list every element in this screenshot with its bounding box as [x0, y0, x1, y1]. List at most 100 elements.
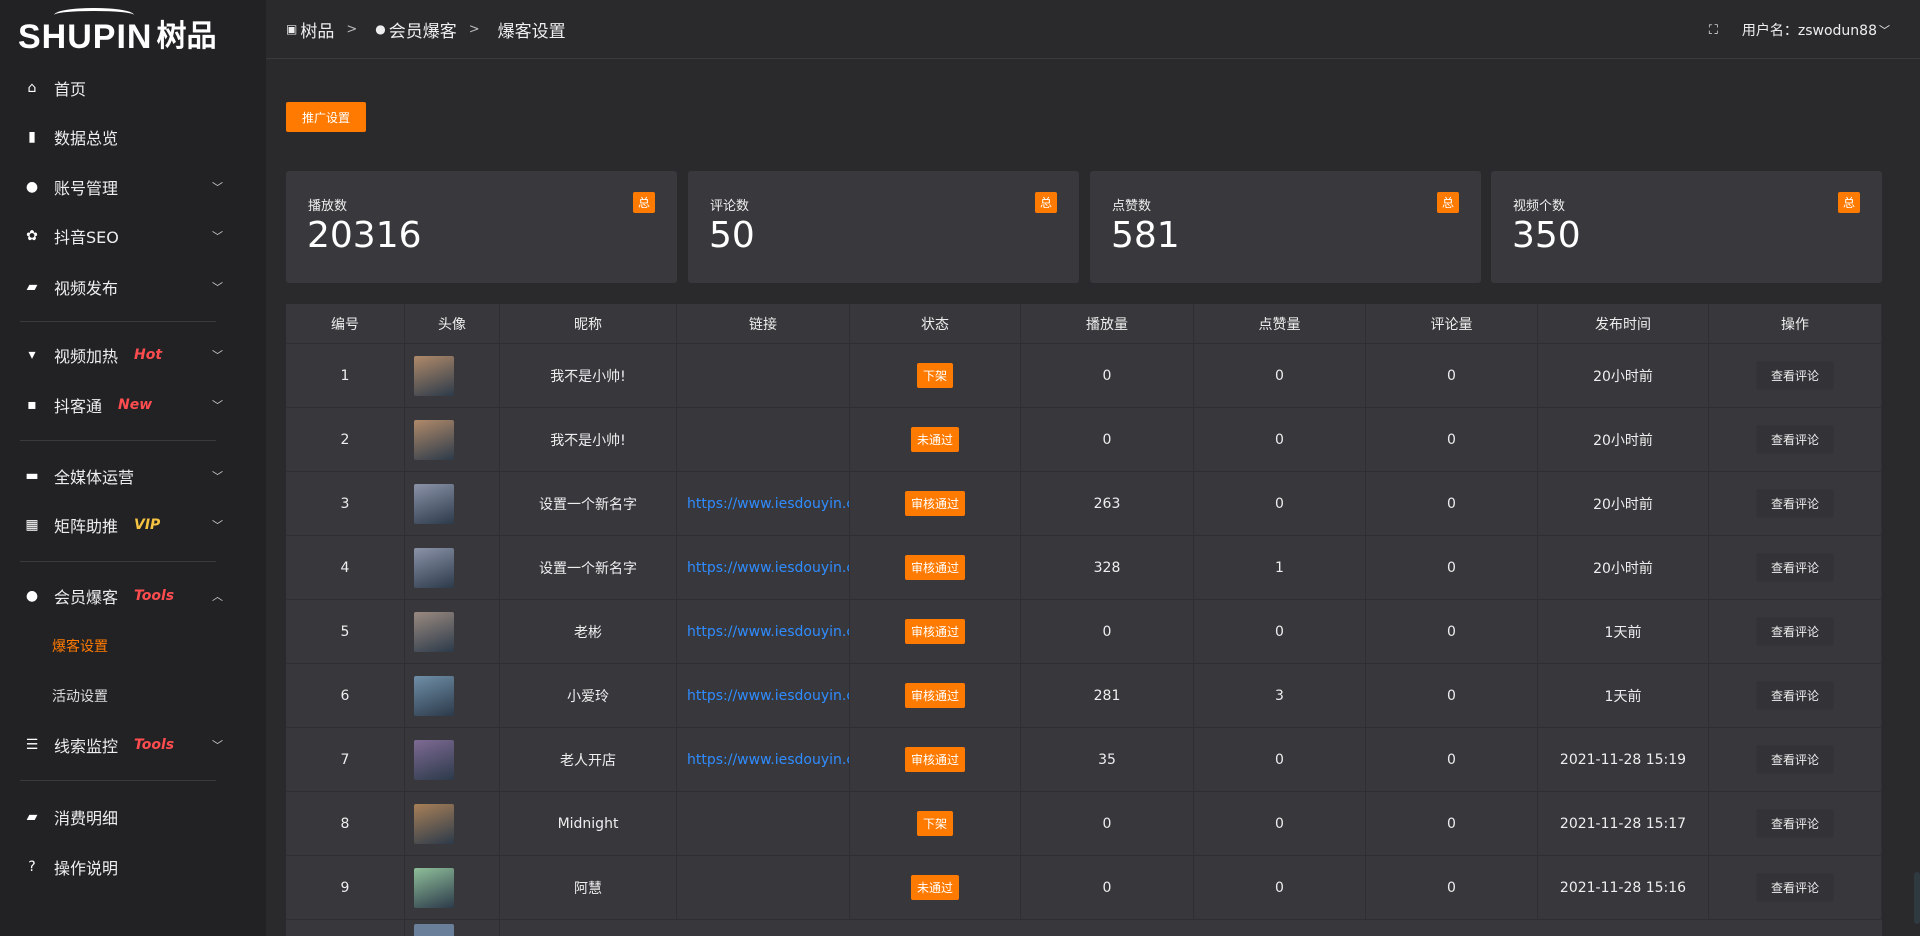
cell-likes: 0 [1194, 344, 1366, 407]
video-link[interactable] [677, 344, 850, 407]
chevron-down-icon[interactable]: ﹀ [212, 181, 223, 194]
cell-comments: 0 [1366, 344, 1538, 407]
cell-status: 审核通过 [850, 536, 1021, 599]
cell-nickname: 老彬 [500, 600, 677, 663]
column-header[interactable]: 播放量 [1021, 304, 1194, 343]
avatar [414, 611, 454, 652]
sidebar-item-tag: Hot [134, 347, 163, 363]
table-row: 7 老人开店 https://www.iesdouyin.c 审核通过 35 0… [286, 728, 1882, 792]
status-badge: 审核通过 [904, 491, 965, 516]
sidebar-item-9[interactable]: ● 会员爆客 Tools ︿ [0, 576, 266, 616]
cell-nickname: 阿慧 [500, 856, 677, 919]
cell-action: 查看评论 [1709, 664, 1882, 727]
chevron-up-icon[interactable]: ︿ [212, 590, 223, 603]
gear-icon: ✿ [26, 228, 38, 244]
chevron-down-icon[interactable]: ﹀ [1879, 24, 1890, 37]
chevron-down-icon[interactable]: ﹀ [212, 281, 223, 294]
cell-avatar [405, 792, 500, 855]
cell-nickname: Midnight [500, 792, 677, 855]
view-comments-button[interactable]: 查看评论 [1755, 553, 1834, 582]
view-comments-button[interactable]: 查看评论 [1755, 489, 1834, 518]
signboard-icon: ▾ [28, 347, 36, 363]
sidebar-subitem-activity-settings[interactable]: 活动设置 [52, 689, 108, 705]
column-header[interactable]: 昵称 [500, 304, 677, 343]
chevron-down-icon[interactable]: ﹀ [212, 349, 223, 362]
sidebar-item-12[interactable]: ? 操作说明 [0, 847, 266, 887]
cell-status: 未通过 [850, 856, 1021, 919]
sidebar-item-tag: New [118, 397, 153, 413]
sidebar-subitem-baoke-settings[interactable]: 爆客设置 [52, 639, 108, 655]
total-badge: 总 [1034, 192, 1057, 213]
grid-icon: ▦ [25, 517, 39, 533]
cell-time: 20小时前 [1538, 472, 1709, 535]
chevron-down-icon[interactable]: ﹀ [212, 519, 223, 532]
breadcrumb-item-member[interactable]: 会员爆客 [388, 21, 457, 42]
video-link[interactable]: https://www.iesdouyin.c [677, 472, 850, 535]
sidebar-item-10[interactable]: ☰ 线索监控 Tools ﹀ [0, 725, 266, 765]
logo[interactable]: SHUPIN 树品 [18, 8, 216, 54]
column-header[interactable]: 发布时间 [1538, 304, 1709, 343]
user-menu[interactable]: ⛶ 用户名：zswodun88 ﹀ [1709, 20, 1890, 40]
username[interactable]: 用户名：zswodun88 [1741, 23, 1877, 39]
sidebar-item-3[interactable]: ✿ 抖音SEO ﹀ [0, 216, 266, 256]
chevron-down-icon[interactable]: ﹀ [212, 739, 223, 752]
avatar [414, 924, 454, 936]
breadcrumb-item-shupin[interactable]: 树品 [300, 21, 335, 42]
column-header[interactable]: 链接 [677, 304, 850, 343]
sidebar-item-label: 视频加热 [54, 347, 119, 366]
view-comments-button[interactable]: 查看评论 [1755, 425, 1834, 454]
cell-comments: 0 [1366, 792, 1538, 855]
column-header[interactable]: 头像 [405, 304, 500, 343]
view-comments-button[interactable]: 查看评论 [1755, 809, 1834, 838]
video-link[interactable] [677, 792, 850, 855]
view-comments-button[interactable]: 查看评论 [1755, 681, 1834, 710]
sidebar-item-5[interactable]: ▾ 视频加热 Hot ﹀ [0, 335, 266, 375]
sidebar-item-2[interactable]: ● 账号管理 ﹀ [0, 167, 266, 207]
video-link[interactable] [677, 856, 850, 919]
column-header[interactable]: 编号 [286, 304, 405, 343]
cell-likes: 0 [1194, 600, 1366, 663]
video-link[interactable] [677, 408, 850, 471]
column-header[interactable]: 操作 [1709, 304, 1882, 343]
video-link[interactable]: https://www.iesdouyin.c [677, 664, 850, 727]
view-comments-button[interactable]: 查看评论 [1755, 617, 1834, 646]
cell-plays: 0 [1021, 856, 1194, 919]
sidebar-item-0[interactable]: ⌂ 首页 [0, 68, 266, 108]
promo-settings-button[interactable]: 推广设置 [286, 102, 366, 132]
view-comments-button[interactable]: 查看评论 [1755, 873, 1834, 902]
cell-comments: 0 [1366, 472, 1538, 535]
cell-likes: 0 [1194, 728, 1366, 791]
cell-status: 审核通过 [850, 600, 1021, 663]
chevron-down-icon[interactable]: ﹀ [212, 399, 223, 412]
chevron-down-icon[interactable]: ﹀ [212, 230, 223, 243]
sidebar-item-4[interactable]: ▰ 视频发布 ﹀ [0, 267, 266, 307]
sidebar-item-11[interactable]: ▰ 消费明细 [0, 797, 266, 837]
image-icon: ▣ [286, 22, 298, 36]
sidebar-item-1[interactable]: ▮ 数据总览 [0, 117, 266, 157]
video-link[interactable]: https://www.iesdouyin.c [677, 728, 850, 791]
wallet-icon: ▰ [26, 809, 38, 825]
cell-status: 下架 [850, 792, 1021, 855]
sidebar-item-7[interactable]: ▬ 全媒体运营 ﹀ [0, 456, 266, 496]
column-header[interactable]: 评论量 [1366, 304, 1538, 343]
breadcrumb-item-current: 爆客设置 [497, 21, 566, 42]
cell-status: 审核通过 [850, 728, 1021, 791]
cell-avatar [405, 344, 500, 407]
fullscreen-icon[interactable]: ⛶ [1708, 22, 1718, 38]
column-header[interactable]: 状态 [850, 304, 1021, 343]
cell-nickname: 设置一个新名字 [500, 472, 677, 535]
column-header[interactable]: 点赞量 [1194, 304, 1366, 343]
video-link[interactable]: https://www.iesdouyin.c [677, 600, 850, 663]
sidebar-item-6[interactable]: ▪ 抖客通 New ﹀ [0, 385, 266, 425]
video-link[interactable]: https://www.iesdouyin.c [677, 536, 850, 599]
stat-label: 视频个数 [1513, 199, 1566, 214]
cell-time: 2021-11-28 15:19 [1538, 728, 1709, 791]
scrollbar[interactable] [1914, 872, 1920, 924]
sidebar-item-tag: VIP [134, 517, 161, 533]
sidebar-item-8[interactable]: ▦ 矩阵助推 VIP ﹀ [0, 505, 266, 545]
cell-id: 2 [286, 408, 405, 471]
view-comments-button[interactable]: 查看评论 [1755, 361, 1834, 390]
view-comments-button[interactable]: 查看评论 [1755, 745, 1834, 774]
chevron-down-icon[interactable]: ﹀ [212, 470, 223, 483]
cell-avatar [405, 536, 500, 599]
